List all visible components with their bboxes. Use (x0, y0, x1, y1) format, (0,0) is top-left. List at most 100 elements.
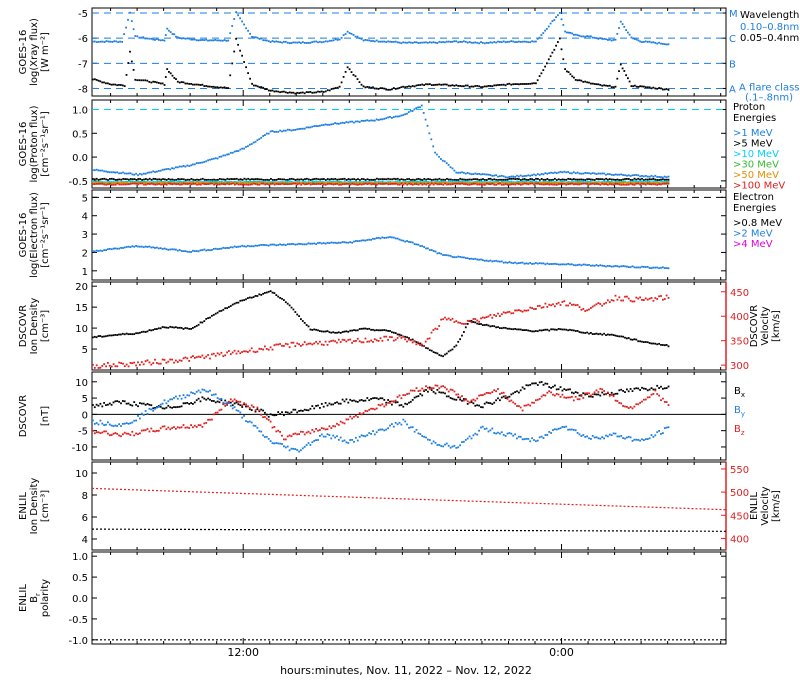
data-point (536, 384, 539, 386)
data-point (173, 77, 176, 79)
data-point (603, 178, 606, 181)
data-point (519, 182, 522, 184)
data-point (368, 408, 371, 411)
data-point (502, 40, 505, 43)
data-point (385, 236, 388, 239)
data-point (580, 394, 583, 396)
data-point (506, 41, 509, 43)
data-point (444, 392, 446, 395)
data-point (648, 396, 651, 399)
data-point (294, 243, 297, 246)
data-point (427, 438, 429, 441)
data-point (608, 393, 611, 396)
data-point (357, 183, 359, 186)
data-point (105, 40, 108, 42)
data-point (180, 37, 183, 40)
data-point (461, 178, 463, 181)
data-point (379, 178, 382, 181)
data-point (618, 179, 621, 181)
data-point (223, 86, 226, 89)
data-point (354, 35, 357, 38)
data-point (523, 309, 526, 312)
data-point (351, 178, 354, 181)
data-point (381, 87, 384, 90)
data-point (616, 265, 619, 268)
data-point (555, 263, 558, 265)
data-point (248, 143, 251, 146)
data-point (239, 352, 242, 355)
data-point (402, 239, 405, 242)
data-point (563, 396, 566, 399)
data-point (120, 178, 123, 181)
data-point (362, 178, 365, 180)
data-point (248, 407, 251, 409)
data-point (228, 402, 230, 404)
data-point (129, 172, 132, 175)
data-point (123, 431, 126, 434)
data-point (480, 323, 482, 325)
data-point (646, 40, 649, 43)
data-point (398, 394, 401, 397)
data-point (597, 302, 600, 304)
data-point (578, 181, 581, 184)
data-point (641, 299, 643, 301)
data-point (203, 389, 206, 391)
data-point (307, 178, 310, 181)
data-point (251, 82, 253, 85)
data-point (563, 426, 566, 428)
data-point (317, 242, 319, 244)
data-point (95, 249, 98, 252)
data-point (92, 178, 94, 180)
data-point (214, 247, 217, 250)
data-point (453, 182, 456, 185)
data-point (360, 178, 363, 180)
data-point (619, 20, 622, 23)
data-point (230, 183, 232, 185)
data-point (660, 433, 662, 435)
data-point (258, 181, 261, 184)
data-point (178, 249, 181, 251)
data-point (497, 181, 499, 184)
data-point (205, 422, 208, 424)
data-point (114, 179, 117, 181)
data-point (481, 324, 484, 326)
data-point (341, 241, 344, 243)
data-point (375, 237, 378, 239)
data-point (603, 302, 605, 305)
data-point (247, 177, 250, 180)
data-point (186, 37, 189, 40)
data-point (552, 263, 554, 265)
data-point (665, 178, 668, 181)
data-point (398, 41, 401, 44)
data-point (212, 314, 215, 316)
data-point (567, 428, 569, 431)
data-point (127, 422, 130, 425)
data-point (137, 182, 140, 185)
data-point (415, 243, 418, 246)
data-point (188, 427, 191, 429)
data-point (634, 38, 636, 40)
data-point (137, 178, 140, 180)
data-point (105, 183, 108, 186)
data-point (368, 119, 371, 122)
data-point (275, 130, 278, 133)
data-point (120, 84, 122, 86)
data-point (372, 341, 374, 343)
data-point (224, 402, 227, 405)
data-point (144, 410, 147, 412)
data-point (605, 434, 607, 437)
data-point (271, 442, 274, 445)
data-point (481, 316, 484, 319)
data-point (129, 180, 132, 182)
data-point (501, 178, 503, 181)
data-point (500, 83, 503, 86)
data-point (385, 335, 388, 338)
data-point (311, 178, 314, 181)
data-point (480, 41, 482, 43)
data-point (595, 389, 598, 392)
data-point (557, 171, 560, 174)
data-point (266, 181, 268, 184)
data-point (607, 391, 609, 394)
data-point (277, 295, 280, 298)
data-point (561, 181, 564, 184)
